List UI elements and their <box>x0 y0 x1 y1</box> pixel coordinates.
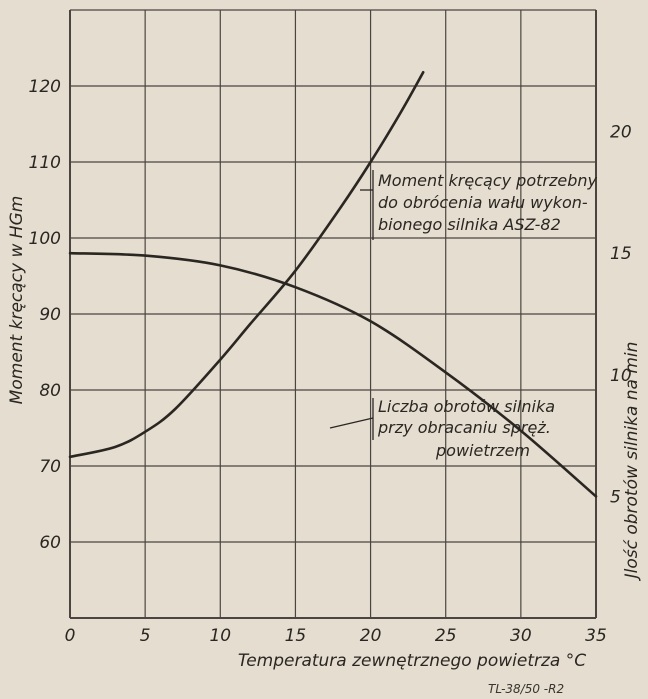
annotation-torque: Moment kręcący potrzebny do obrócenia wa… <box>360 170 598 240</box>
y-left-tick-label: 110 <box>29 153 61 173</box>
y-left-tick-label: 60 <box>39 533 61 553</box>
y-left-tick-label: 90 <box>39 305 61 325</box>
x-tick-label: 0 <box>65 626 76 646</box>
annotation-torque-line-3: bionego silnika ASZ-82 <box>378 215 561 234</box>
y-right-tick-label: 10 <box>610 366 632 386</box>
annotation-torque-line-1: Moment kręcący potrzebny <box>378 171 598 190</box>
x-axis-title: Temperatura zewnętrznego powietrza °C <box>238 651 586 671</box>
y-left-tick-label: 120 <box>29 77 61 97</box>
x-tick-label: 35 <box>585 626 607 646</box>
y-left-tick-label: 80 <box>39 381 61 401</box>
y-right-tick-label: 20 <box>610 123 632 143</box>
series-rpm-line <box>68 251 598 498</box>
x-tick-label: 20 <box>360 626 382 646</box>
y-axis-title-left: Moment kręcący w HGm <box>7 196 27 405</box>
tick-labels: 0 5 10 15 20 25 30 35 60 70 80 90 100 110 120 5 10 15 20 <box>29 77 632 646</box>
footer-code: TL-38/50 -R2 <box>488 682 564 696</box>
y-left-tick-label: 70 <box>39 457 61 477</box>
x-tick-label: 30 <box>510 626 532 646</box>
annotation-torque-line-2: do obrócenia wału wykon- <box>378 193 588 212</box>
x-tick-label: 15 <box>285 626 307 646</box>
series-torque-line <box>68 71 425 459</box>
annotation-rpm-line-3: powietrzem <box>435 441 530 460</box>
x-tick-label: 10 <box>209 626 231 646</box>
series-lines <box>68 71 598 498</box>
y-right-tick-label: 5 <box>610 487 621 507</box>
y-right-tick-label: 15 <box>610 244 632 264</box>
annotation-rpm-line-2: przy obracaniu spręż. <box>377 418 551 437</box>
annotation-rpm-line-1: Liczba obrotów silnika <box>378 397 555 416</box>
x-tick-label: 25 <box>435 626 457 646</box>
annotation-rpm: Liczba obrotów silnika przy obracaniu sp… <box>329 397 555 460</box>
x-tick-label: 5 <box>140 626 151 646</box>
y-left-tick-label: 100 <box>29 229 61 249</box>
grid <box>69 9 597 619</box>
y-axis-title-right: Jlość obrotów silnika na min <box>622 342 642 582</box>
